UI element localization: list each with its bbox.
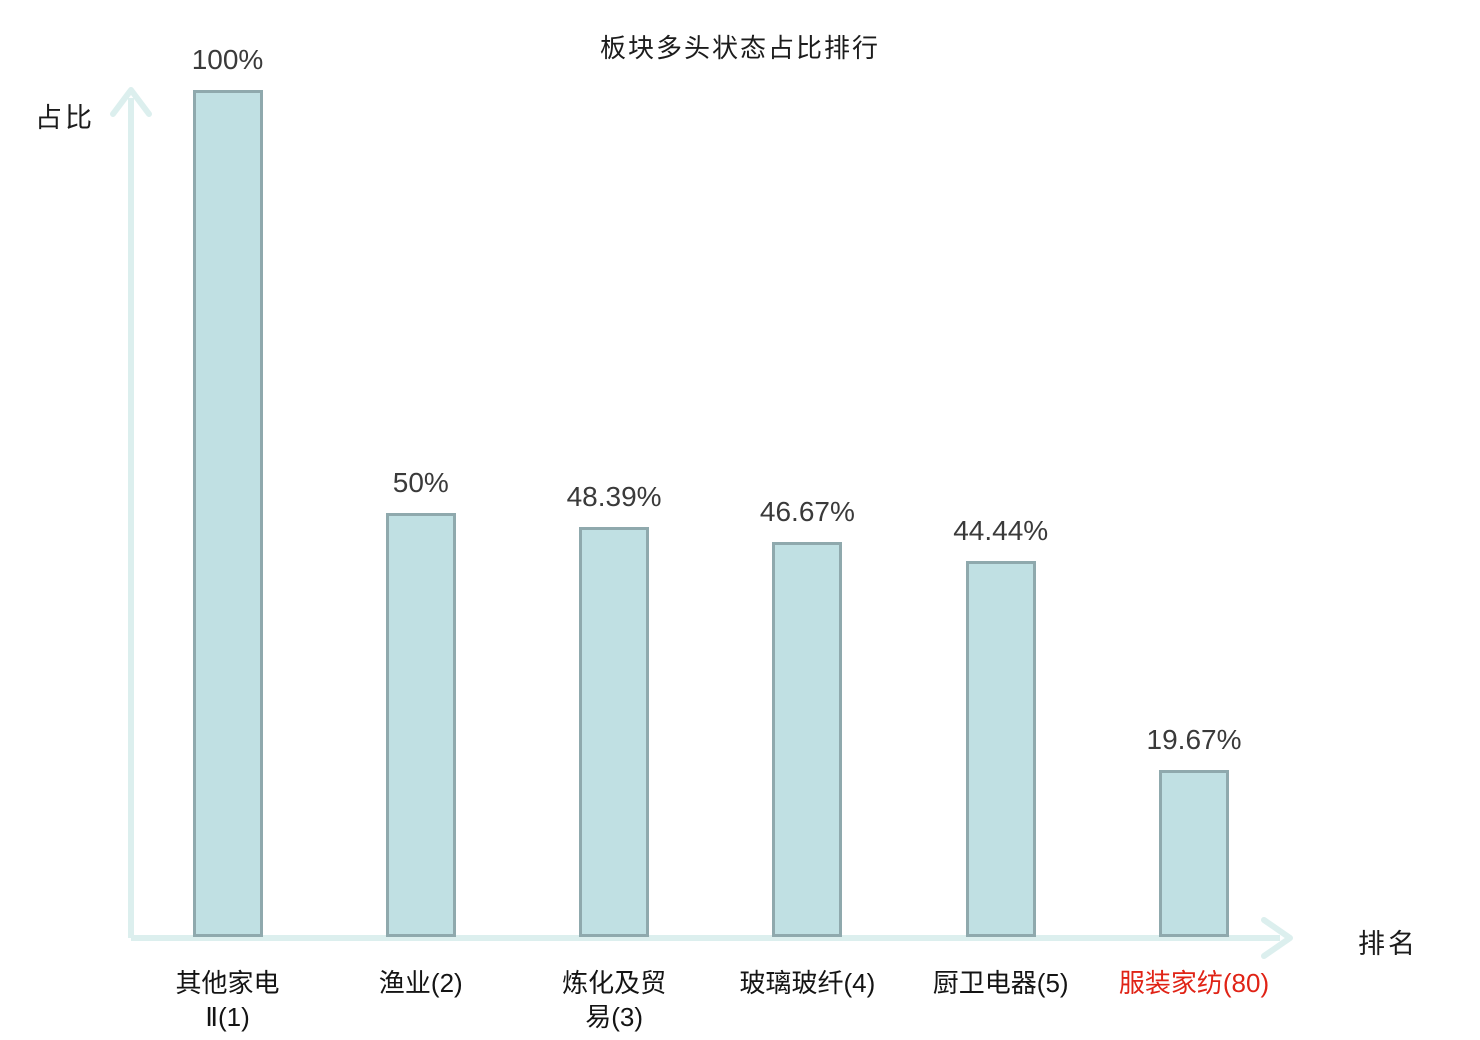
bar-4 [772,542,843,937]
bar-value-label: 44.44% [953,515,1049,546]
category-label-line: 炼化及贸 [562,968,667,998]
category-label: 其他家电 Ⅱ(1) [118,966,338,1034]
category-label: 厨卫电器(5) [891,966,1111,1000]
x-axis-label: 排名 [1358,929,1418,959]
category-label-line: 易(3) [585,1002,643,1032]
bar-2 [385,513,456,937]
bar-5 [965,561,1036,937]
category-label-line: 服装家纺(80) [1118,968,1270,998]
bar-value-label: 48.39% [566,481,662,512]
category-label-line: 渔业(2) [378,968,463,998]
category-label: 玻璃玻纤(4) [697,966,917,1000]
bar-value-label: 46.67% [759,496,855,527]
bar-value-label: 19.67% [1146,724,1242,755]
category-label-line: 玻璃玻纤(4) [739,968,876,998]
bar-value-label: 100% [191,44,264,75]
category-label: 服装家纺(80) [1084,966,1304,1000]
bar-value-label: 50% [392,467,449,498]
category-label-line: 厨卫电器(5) [932,968,1069,998]
y-axis-label: 占比 [35,103,95,133]
category-label: 渔业(2) [311,966,531,1000]
category-label: 炼化及贸易(3) [504,966,724,1034]
y-axis-arrow-icon [110,87,152,117]
x-axis-arrow-icon [1261,917,1293,959]
category-label-line: 其他家电 [175,968,280,998]
bar-3 [579,527,650,937]
bar-6 [1159,770,1229,937]
bar-1 [192,90,263,937]
chart-title: 板块多头状态占比排行 [599,33,880,63]
category-label-line: Ⅱ(1) [205,1002,250,1032]
